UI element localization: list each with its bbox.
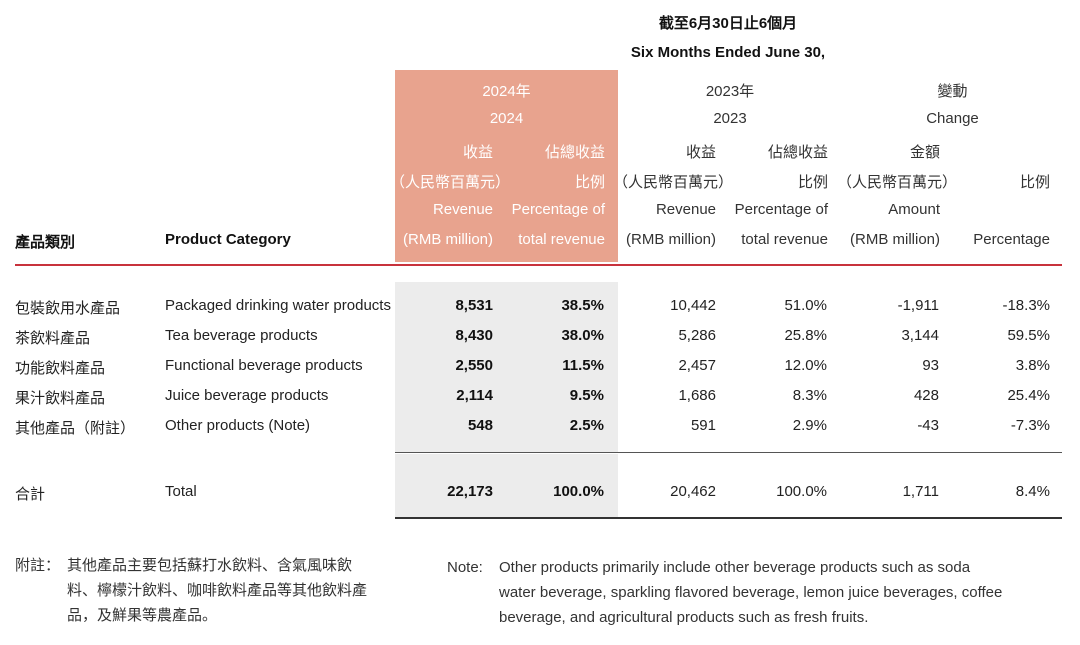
year-2024-zh: 2024年 <box>482 83 531 100</box>
row-revenue-2024: 8,430 <box>455 327 493 344</box>
row-category-en: Functional beverage products <box>165 357 363 374</box>
row-revenue-2024: 2,114 <box>456 387 493 404</box>
row-revenue-2023: 5,286 <box>678 327 716 344</box>
note-zh-line2: 料、檸檬汁飲料、咖啡飲料產品等其他飲料產 <box>67 582 368 599</box>
pct24-zh-2: 比例 <box>574 174 605 191</box>
total-zh: 合計 <box>15 486 46 503</box>
header-rule <box>15 264 1062 266</box>
row-category-zh: 果汁飲料產品 <box>15 390 106 407</box>
row-percentage-2024: 11.5% <box>562 357 604 374</box>
row-percentage-2024: 9.5% <box>569 387 604 404</box>
row-percentage-2024: 38.0% <box>561 327 604 344</box>
rev24-en: Revenue <box>432 201 493 218</box>
pct24-en-1: Percentage of <box>511 201 605 218</box>
row-change-percentage: 3.8% <box>1015 357 1050 374</box>
rmb23-zh: （人民幣百萬元） <box>613 174 734 191</box>
pct23-zh-2: 比例 <box>797 174 828 191</box>
row-percentage-2023: 51.0% <box>784 297 827 314</box>
row-revenue-2024: 2,550 <box>455 357 493 374</box>
note-zh-label: 附註： <box>15 557 61 574</box>
total-amount: 1,711 <box>902 483 939 500</box>
note-zh-line1: 其他產品主要包括蘇打水飲料、含氣風味飲 <box>67 557 353 574</box>
row-category-en: Tea beverage products <box>165 327 318 344</box>
row-category-en: Juice beverage products <box>165 387 329 404</box>
highlight-2024-header <box>395 70 618 262</box>
row-revenue-2023: 591 <box>690 417 716 434</box>
pct23-en-2: total revenue <box>741 231 828 248</box>
rmb-chg-en: (RMB million) <box>850 231 940 248</box>
year-2023-zh: 2023年 <box>705 83 755 100</box>
rmb24-en: (RMB million) <box>403 231 493 248</box>
row-revenue-2023: 2,457 <box>678 357 716 374</box>
ratio-zh: 比例 <box>1019 174 1050 191</box>
year-2023-en: 2023 <box>713 110 747 127</box>
row-change-amount: 428 <box>913 387 939 404</box>
pct23-zh-1: 佔總收益 <box>767 144 828 161</box>
row-revenue-2023: 10,442 <box>670 297 716 314</box>
row-category-zh: 其他產品（附註） <box>15 420 136 437</box>
change-en: Change <box>926 110 979 127</box>
row-percentage-2023: 12.0% <box>784 357 827 374</box>
total-change: 8.4% <box>1015 483 1050 500</box>
rev24-zh: 收益 <box>462 144 493 161</box>
rmb24-zh: （人民幣百萬元） <box>390 174 511 191</box>
row-percentage-2023: 25.8% <box>784 327 827 344</box>
rmb23-en: (RMB million) <box>626 231 716 248</box>
row-percentage-2023: 8.3% <box>792 387 827 404</box>
highlight-2024-total <box>395 454 618 517</box>
total-rev23: 20,462 <box>670 483 716 500</box>
row-change-percentage: 59.5% <box>1007 327 1050 344</box>
row-revenue-2024: 548 <box>467 417 493 434</box>
row-change-amount: 93 <box>922 357 939 374</box>
row-percentage-2024: 2.5% <box>569 417 604 434</box>
category-header-zh: 產品類別 <box>15 234 76 251</box>
total-pct24: 100.0% <box>553 483 604 500</box>
year-2024-en: 2024 <box>489 110 524 127</box>
rev23-en: Revenue <box>655 201 716 218</box>
row-category-en: Other products (Note) <box>165 417 311 434</box>
total-bottom-rule <box>395 517 1062 519</box>
amount-en: Amount <box>888 201 940 218</box>
rmb-chg-zh: （人民幣百萬元） <box>837 174 958 191</box>
highlight-2024-body <box>395 282 618 452</box>
row-category-en: Packaged drinking water products <box>165 297 391 314</box>
total-rev24: 22,173 <box>447 483 493 500</box>
row-change-percentage: -7.3% <box>1010 417 1050 434</box>
row-change-amount: -1,911 <box>897 297 939 314</box>
category-header-en: Product Category <box>165 231 291 248</box>
note-en-label: Note: <box>447 559 483 576</box>
pct24-en-2: total revenue <box>518 231 605 248</box>
row-category-zh: 茶飲料產品 <box>15 330 91 347</box>
total-pct23: 100.0% <box>776 483 827 500</box>
note-en-line3: beverage, and agricultural products such… <box>499 609 869 626</box>
row-change-amount: 3,144 <box>901 327 939 344</box>
row-category-zh: 功能飲料產品 <box>15 360 106 377</box>
row-change-amount: -43 <box>917 417 939 434</box>
total-top-rule <box>395 452 1062 453</box>
row-revenue-2023: 1,686 <box>678 387 716 404</box>
period-en: Six Months Ended June 30, <box>630 44 826 61</box>
row-category-zh: 包裝飲用水產品 <box>15 300 121 317</box>
rev23-zh: 收益 <box>685 144 716 161</box>
pct23-en-1: Percentage of <box>734 201 828 218</box>
pct24-zh-1: 佔總收益 <box>544 144 605 161</box>
row-percentage-2023: 2.9% <box>792 417 827 434</box>
note-en-line2: water beverage, sparkling flavored bever… <box>499 584 1003 601</box>
note-en-line1: Other products primarily include other b… <box>499 559 971 576</box>
amount-zh: 金額 <box>909 144 940 161</box>
period-zh: 截至6月30日止6個月 <box>658 15 798 32</box>
row-revenue-2024: 8,531 <box>455 297 493 314</box>
total-en: Total <box>165 483 197 500</box>
row-change-percentage: -18.3% <box>1002 297 1050 314</box>
change-zh: 變動 <box>937 83 968 100</box>
row-change-percentage: 25.4% <box>1007 387 1050 404</box>
note-zh-line3: 品，及鮮果等農產品。 <box>67 607 218 624</box>
ratio-en: Percentage <box>973 231 1050 248</box>
row-percentage-2024: 38.5% <box>561 297 604 314</box>
